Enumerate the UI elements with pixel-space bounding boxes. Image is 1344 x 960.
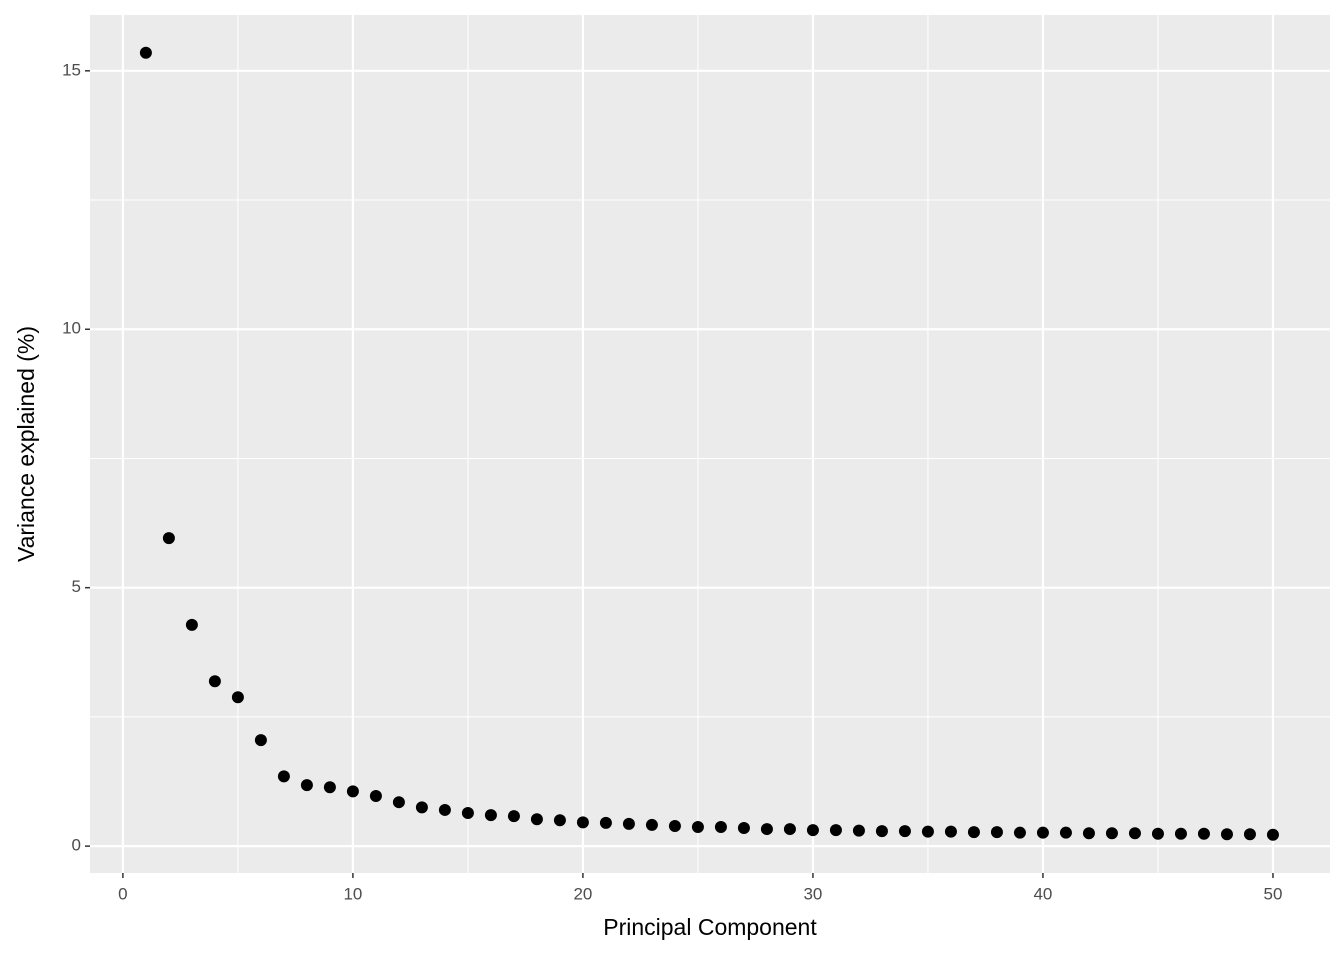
point	[208, 675, 221, 688]
point	[1197, 827, 1210, 840]
point	[1036, 826, 1049, 839]
point	[162, 532, 175, 545]
point	[1059, 826, 1072, 839]
x-tick-label: 50	[1263, 884, 1282, 903]
x-tick-label: 0	[118, 884, 127, 903]
point	[967, 826, 980, 839]
point	[1220, 828, 1233, 841]
point	[1151, 827, 1164, 840]
x-tick-label: 10	[343, 884, 362, 903]
point	[323, 781, 336, 794]
point	[783, 823, 796, 836]
point	[461, 807, 474, 820]
point	[369, 789, 382, 802]
x-tick-label: 30	[803, 884, 822, 903]
y-tick-label: 10	[62, 319, 81, 338]
point	[139, 46, 152, 59]
point	[530, 813, 543, 826]
x-tick-label: 20	[573, 884, 592, 903]
point	[231, 691, 244, 704]
point	[1128, 827, 1141, 840]
point	[438, 803, 451, 816]
y-axis-title: Variance explained (%)	[13, 326, 39, 562]
point	[300, 779, 313, 792]
x-tick-label: 40	[1033, 884, 1052, 903]
point	[691, 820, 704, 833]
point	[1105, 827, 1118, 840]
point	[829, 824, 842, 837]
y-tick-label: 5	[72, 577, 81, 596]
point	[852, 824, 865, 837]
point	[921, 825, 934, 838]
point	[277, 770, 290, 783]
x-axis-title: Principal Component	[603, 914, 817, 940]
point	[645, 818, 658, 831]
point	[1013, 826, 1026, 839]
y-tick-label: 0	[72, 836, 81, 855]
point	[944, 825, 957, 838]
point	[507, 810, 520, 823]
point	[622, 817, 635, 830]
point	[875, 825, 888, 838]
point	[1082, 827, 1095, 840]
point	[668, 819, 681, 832]
point	[1174, 827, 1187, 840]
point	[1243, 828, 1256, 841]
point	[599, 816, 612, 829]
point	[737, 822, 750, 835]
y-tick-label: 15	[62, 60, 81, 79]
point	[1266, 828, 1279, 841]
point	[576, 816, 589, 829]
point	[185, 618, 198, 631]
point	[254, 734, 267, 747]
point	[484, 809, 497, 822]
point	[392, 796, 405, 809]
panel	[90, 15, 1330, 873]
point	[806, 824, 819, 837]
point	[346, 785, 359, 798]
point	[760, 823, 773, 836]
point	[898, 825, 911, 838]
point	[714, 820, 727, 833]
point	[553, 814, 566, 827]
point	[415, 801, 428, 814]
point	[990, 826, 1003, 839]
